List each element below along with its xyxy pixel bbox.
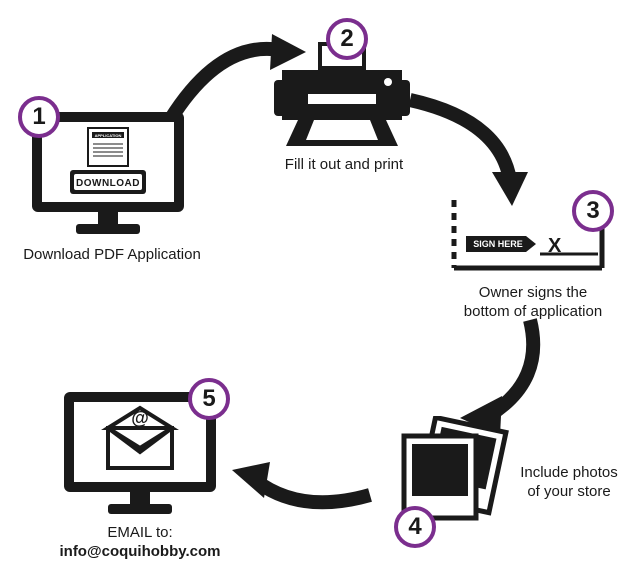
step4-number: 4 xyxy=(408,513,421,541)
step1-caption: Download PDF Application xyxy=(12,246,212,265)
step5-caption-line1: EMAIL to: xyxy=(107,524,172,541)
svg-text:@: @ xyxy=(131,408,149,428)
step1-badge: 1 xyxy=(18,96,60,138)
step5-number: 5 xyxy=(202,385,215,413)
arrow-2-to-3 xyxy=(400,90,540,210)
application-process-diagram: APPLICATION DOWNLOAD 1 Download PDF Appl… xyxy=(0,0,642,579)
step3-badge: 3 xyxy=(572,190,614,232)
step3-caption: Owner signs the bottom of application xyxy=(448,284,618,322)
step4-caption-line2: of your store xyxy=(527,483,610,500)
step5-badge: 5 xyxy=(188,378,230,420)
step4-badge: 4 xyxy=(394,506,436,548)
step5-caption: EMAIL to: info@coquihobby.com xyxy=(50,524,230,562)
step2-number: 2 xyxy=(340,25,353,53)
step3-number: 3 xyxy=(586,197,599,225)
step4-caption: Include photos of your store xyxy=(504,464,634,502)
svg-text:SIGN HERE: SIGN HERE xyxy=(473,239,523,249)
step4-caption-line1: Include photos xyxy=(520,464,618,481)
step3-caption-line1: Owner signs the xyxy=(479,284,587,301)
step1-number: 1 xyxy=(32,103,45,131)
step3-caption-line2: bottom of application xyxy=(464,303,602,320)
step2-caption: Fill it out and print xyxy=(264,156,424,175)
arrow-4-to-5 xyxy=(220,450,380,520)
svg-text:DOWNLOAD: DOWNLOAD xyxy=(76,178,140,189)
step5-caption-line2: info@coquihobby.com xyxy=(59,543,220,560)
step2-badge: 2 xyxy=(326,18,368,60)
svg-text:APPLICATION: APPLICATION xyxy=(95,133,122,138)
